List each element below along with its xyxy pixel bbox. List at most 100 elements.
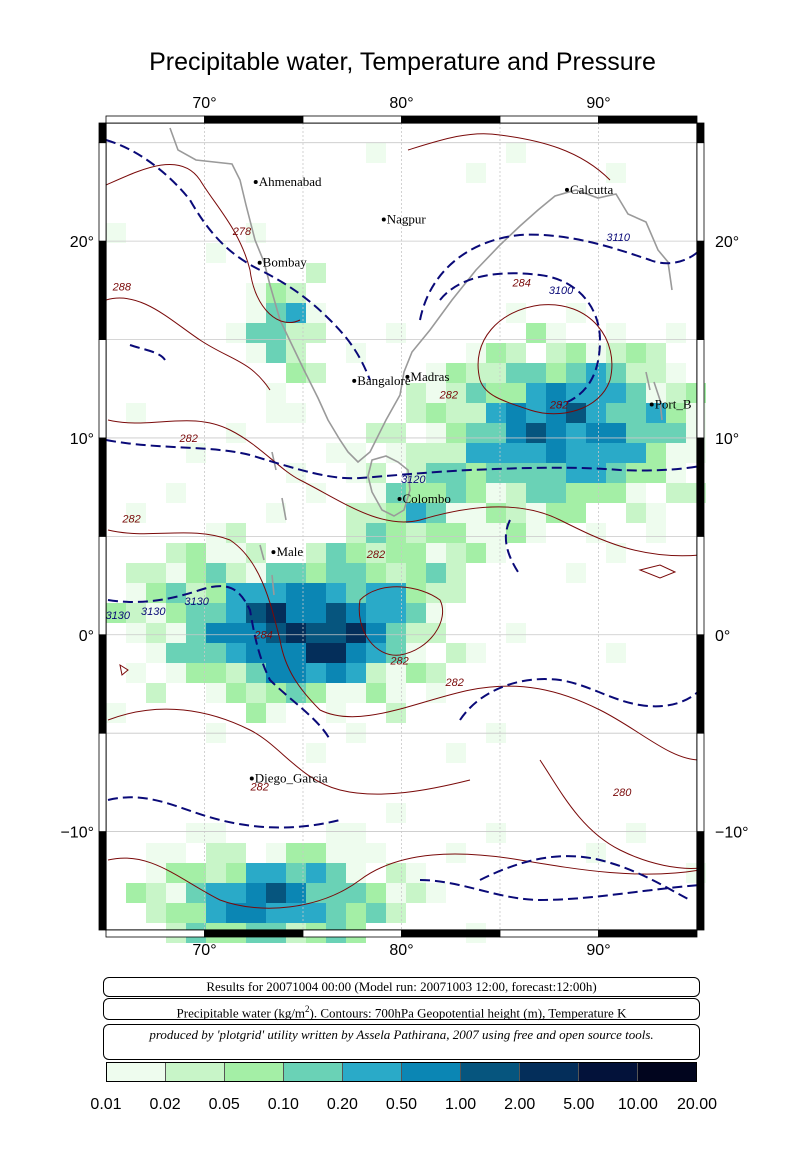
pw-cell — [486, 403, 506, 423]
contour-label: 282 — [121, 514, 140, 526]
border-segment-right — [696, 122, 705, 144]
pw-cell — [286, 603, 306, 623]
pw-cell — [266, 343, 286, 363]
pw-cell — [426, 883, 446, 903]
lat-tick-label-right: 10° — [715, 431, 739, 448]
pw-cell — [526, 443, 546, 463]
pw-cell — [286, 303, 306, 323]
city-dot — [397, 496, 402, 501]
contour-label: 282 — [439, 390, 458, 402]
pw-cell — [506, 363, 526, 383]
legend-label: 1.00 — [445, 1096, 477, 1113]
contour-label: 282 — [179, 433, 198, 445]
pw-cell — [546, 363, 566, 383]
pw-cell — [486, 543, 506, 563]
pw-cell — [366, 683, 386, 703]
pw-cell — [446, 463, 466, 483]
pw-cell — [146, 683, 166, 703]
pw-cell — [546, 443, 566, 463]
pw-cell — [466, 163, 486, 183]
pw-cell — [266, 283, 286, 303]
city-label: Colombo — [403, 491, 451, 506]
pw-cell — [146, 843, 166, 863]
pw-cell — [266, 863, 286, 883]
pw-cell — [486, 523, 506, 543]
pw-cell — [626, 463, 646, 483]
city-dot — [405, 374, 410, 379]
pw-cell — [306, 583, 326, 603]
pw-cell — [126, 883, 146, 903]
city-marker: Diego_Garcia — [249, 770, 328, 785]
pw-cell — [226, 543, 246, 563]
pw-cell — [326, 883, 346, 903]
pw-cell — [646, 443, 666, 463]
pw-cell — [666, 463, 686, 483]
pw-cell — [246, 223, 266, 243]
contour-label: 284 — [511, 277, 530, 289]
legend-label: 10.00 — [617, 1096, 658, 1113]
pw-cell — [286, 563, 306, 583]
pw-cell — [286, 643, 306, 663]
lat-tick-label-right: 20° — [715, 234, 739, 251]
pw-cell — [146, 583, 166, 603]
pw-cell — [646, 423, 666, 443]
pw-cell — [186, 583, 206, 603]
pw-cell — [306, 743, 326, 763]
pw-cell — [246, 663, 266, 683]
contour-label: 3100 — [549, 285, 574, 297]
contour-label: 282 — [549, 399, 568, 411]
border-segment-right — [696, 437, 705, 537]
pw-cell — [466, 343, 486, 363]
border-segment-left — [98, 634, 107, 734]
pw-cell — [446, 843, 466, 863]
pw-cell — [546, 423, 566, 443]
pw-cell — [486, 363, 506, 383]
border-segment-right — [696, 535, 705, 636]
pw-cell — [226, 683, 246, 703]
pw-cell — [106, 223, 126, 243]
pw-cell — [206, 603, 226, 623]
contour-label: 282 — [249, 781, 268, 793]
lat-tick-label-left: 10° — [70, 431, 94, 448]
pw-cell — [486, 343, 506, 363]
legend-label: 0.10 — [267, 1096, 299, 1113]
pw-cell — [246, 303, 266, 323]
pw-cell — [126, 403, 146, 423]
pw-cell — [266, 683, 286, 703]
pw-cell — [166, 543, 186, 563]
legend-swatch — [579, 1063, 638, 1081]
pw-cell — [246, 583, 266, 603]
border-segment-left — [98, 240, 107, 340]
pw-cell — [466, 523, 486, 543]
pw-cell — [406, 883, 426, 903]
pw-cell — [186, 623, 206, 643]
pw-cell — [306, 323, 326, 343]
pw-cell — [326, 583, 346, 603]
precipitable-water-grid — [106, 143, 706, 943]
pw-cell — [146, 643, 166, 663]
pw-cell — [366, 843, 386, 863]
pw-cell — [186, 823, 206, 843]
pw-cell — [206, 623, 226, 643]
pw-cell — [446, 423, 466, 443]
pw-cell — [206, 903, 226, 923]
pw-cell — [206, 523, 226, 543]
pw-cell — [666, 423, 686, 443]
border-segment-top — [499, 115, 599, 124]
city-marker: Bangalore — [352, 373, 411, 388]
pw-cell — [586, 443, 606, 463]
pw-cell — [166, 583, 186, 603]
contour-label: 288 — [112, 281, 132, 293]
coastline — [169, 127, 673, 596]
pw-cell — [526, 423, 546, 443]
contour-labels: 278 288 284 282 282 282 282 282 284 282 282 282 280 3… — [106, 226, 633, 799]
pw-cell — [386, 503, 406, 523]
pw-cell — [126, 603, 146, 623]
legend-label: 0.01 — [90, 1096, 122, 1113]
pw-cell — [346, 523, 366, 543]
contour-label: 282 — [445, 677, 464, 689]
pw-cell — [206, 883, 226, 903]
border-segment-left — [98, 122, 107, 144]
pw-cell — [426, 443, 446, 463]
pw-cell — [406, 403, 426, 423]
